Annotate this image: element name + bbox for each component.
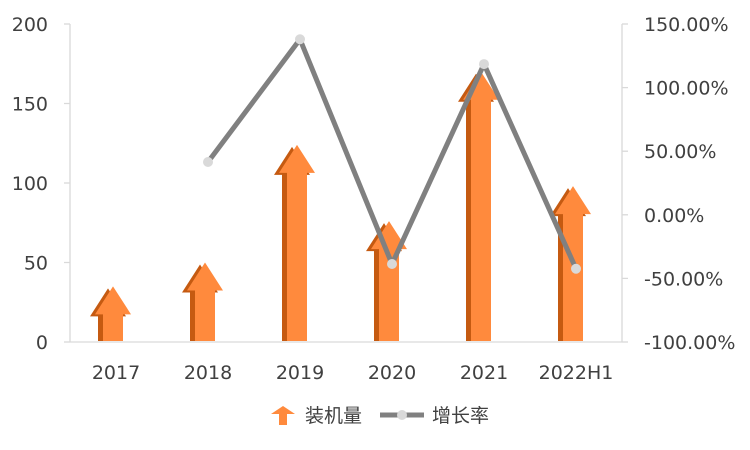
growth-rate-point [479, 59, 489, 70]
bar-2019 [274, 144, 315, 341]
bar-series-installed-capacity [90, 71, 591, 341]
legend: 装机量 增长率 [271, 405, 489, 427]
growth-rate-point [387, 259, 397, 270]
left-tick-label: 100 [12, 173, 48, 195]
right-tick-label: 50.00% [644, 141, 716, 163]
x-tick-label: 2017 [92, 362, 140, 384]
bar-arrow [95, 286, 131, 341]
growth-rate-point [571, 263, 581, 274]
legend-label-installed-capacity: 装机量 [305, 405, 362, 427]
bar-2018 [182, 262, 223, 341]
growth-rate-point [203, 157, 213, 168]
right-tick-label: -100.00% [644, 332, 735, 354]
x-tick-label: 2018 [184, 362, 232, 384]
legend-item-installed-capacity: 装机量 [271, 405, 362, 427]
right-tick-label: -50.00% [644, 268, 723, 290]
legend-arrow-icon [271, 406, 295, 425]
left-tick-label: 200 [12, 14, 48, 36]
bar-2022H1 [550, 186, 591, 341]
left-tick-label: 0 [36, 332, 48, 354]
bar-2017 [90, 286, 131, 341]
bar-arrow [187, 262, 223, 341]
line-series-growth-rate [203, 34, 581, 274]
growth-rate-point [295, 34, 305, 45]
x-axis-ticks: 2017 2018 2019 2020 2021 2022H1 [92, 362, 614, 384]
legend-item-growth-rate: 增长率 [380, 405, 489, 427]
right-tick-label: 100.00% [644, 78, 729, 100]
right-axis-ticks: -100.00% -50.00% 0.00% 50.00% 100.00% 150.00% [622, 14, 735, 354]
x-tick-label: 2020 [368, 362, 416, 384]
x-tick-label: 2022H1 [539, 362, 614, 384]
legend-label-growth-rate: 增长率 [432, 405, 489, 427]
right-tick-label: 150.00% [644, 14, 729, 36]
bar-arrow [279, 144, 315, 341]
left-axis-ticks: 0 50 100 150 200 [12, 14, 70, 354]
x-tick-label: 2019 [276, 362, 324, 384]
bar-2021 [458, 71, 499, 341]
left-tick-label: 150 [12, 94, 48, 116]
bar-arrow [463, 71, 499, 341]
x-tick-label: 2021 [460, 362, 508, 384]
legend-marker-icon [397, 410, 407, 420]
right-tick-label: 0.00% [644, 205, 704, 227]
left-tick-label: 50 [24, 253, 48, 275]
